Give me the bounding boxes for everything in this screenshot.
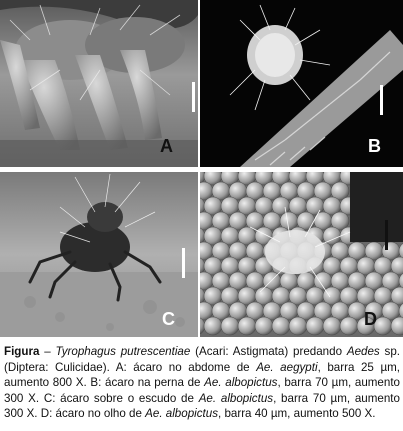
panel-b-micrograph: B (200, 0, 403, 167)
ommatidium (330, 181, 350, 201)
ommatidium (322, 316, 342, 336)
panel-c-image (0, 172, 198, 337)
ommatidium (288, 316, 308, 336)
panel-a-letter: A (160, 136, 173, 156)
ommatidium (398, 273, 403, 289)
panel-d-micrograph: D (200, 172, 403, 337)
caption-species: Tyrophagus putrescentiae (55, 345, 191, 358)
panel-d-image (200, 172, 403, 337)
caption-label: Figura (4, 345, 40, 358)
panel-c-letter: C (162, 309, 175, 329)
ommatidium (305, 316, 325, 336)
panel-d-letter: D (364, 309, 377, 329)
panel-a-image (0, 0, 198, 167)
ommatidium (390, 256, 403, 276)
ommatidium (390, 316, 403, 336)
scale-bar-a (192, 82, 195, 112)
ommatidium (339, 316, 359, 336)
caption-species-a: Ae. aegypti (256, 360, 318, 374)
ommatidium (330, 211, 350, 231)
scale-bar-d (385, 220, 388, 250)
panel-b-letter: B (368, 136, 381, 156)
caption-text-3: , barra 25 µm, aumento 800 X. B: ácaro n… (4, 360, 401, 390)
figure-caption: Figura – Tyrophagus putrescentiae (Acari… (4, 344, 400, 422)
caption-text-6: , barra 40 µm, aumento 500 X. (218, 407, 376, 421)
caption-genus: Aedes (346, 345, 380, 358)
caption-dash: – (39, 345, 56, 358)
ommatidium (398, 243, 403, 259)
scale-bar-b (380, 85, 383, 115)
ommatidium (237, 316, 257, 336)
ommatidium (220, 316, 240, 336)
scale-bar-c (182, 248, 185, 278)
ommatidium (203, 316, 223, 336)
caption-text-1: (Acari: Astigmata) predando (190, 345, 347, 358)
caption-text-5: , barra 70 µm, aumento 300 X. D: ácaro n… (4, 391, 400, 421)
caption-species-b: Ae. albopictus (204, 376, 278, 390)
panel-b-image (200, 0, 403, 167)
ommatidium (398, 303, 403, 319)
panel-c-micrograph: C (0, 172, 198, 337)
panel-a-micrograph: A (0, 0, 198, 167)
ommatidium (390, 286, 403, 306)
ommatidium (271, 316, 291, 336)
ommatidium (254, 316, 274, 336)
caption-species-c: Ae. albopictus (198, 391, 274, 405)
caption-text-2: sp. (Diptera: Culicidae). A: ácaro no ab… (4, 345, 400, 374)
caption-species-d: Ae. albopictus (145, 407, 218, 421)
caption-text-4: , barra 70 µm, aumento 300 X. C: ácaro s… (4, 376, 400, 405)
